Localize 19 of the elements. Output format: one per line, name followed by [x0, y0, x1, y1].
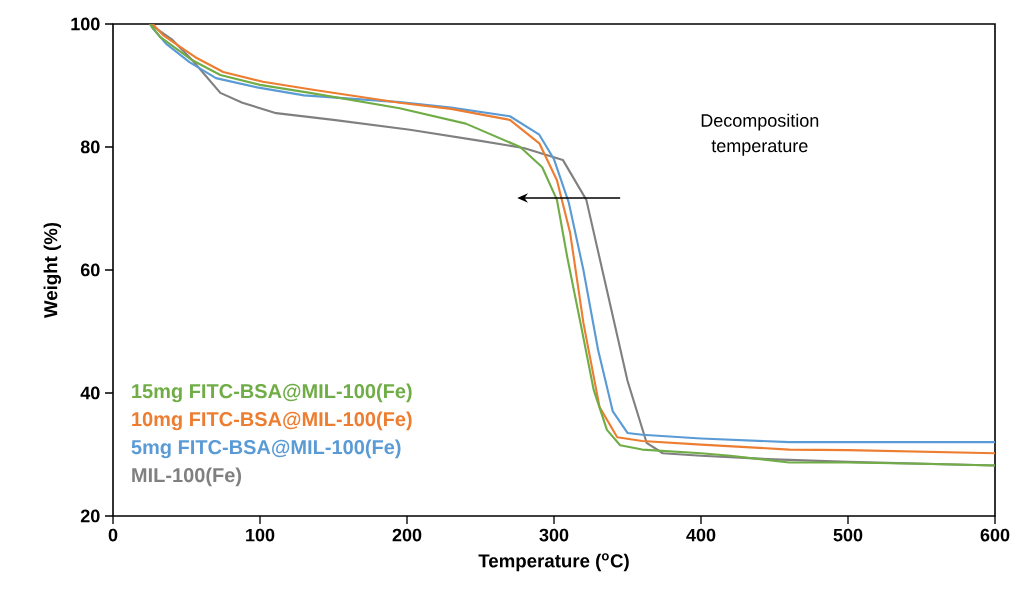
x-tick-label: 100 [246, 528, 275, 542]
y-tick-label: 20 [80, 509, 100, 523]
x-tick-label: 300 [539, 528, 569, 542]
x-tick-label: 400 [686, 528, 716, 542]
y-axis-title: Weight (%) [43, 222, 62, 319]
annotation: Decomposition temperature [701, 113, 819, 156]
x-tick-label: 600 [980, 528, 1010, 542]
y-tick-label: 100 [71, 17, 100, 31]
text: MIL-100(Fe) [132, 467, 242, 487]
text: 15mg FITC-BSA@MIL-100(Fe) [132, 383, 412, 403]
text: 5mg FITC-BSA@MIL-100(Fe) [131, 439, 401, 459]
y-tick-label: 40 [80, 386, 100, 400]
x-tick-label: 500 [833, 528, 863, 542]
x-axis-title: Temperature ($^{o}$C) [478, 553, 629, 572]
y-tick-label: 80 [80, 140, 100, 154]
x-tick-label: 200 [392, 528, 422, 542]
y-tick-label: 60 [80, 263, 100, 277]
text: 10mg FITC-BSA@MIL-100(Fe) [132, 411, 412, 431]
x-tick-label: 0 [108, 528, 118, 542]
